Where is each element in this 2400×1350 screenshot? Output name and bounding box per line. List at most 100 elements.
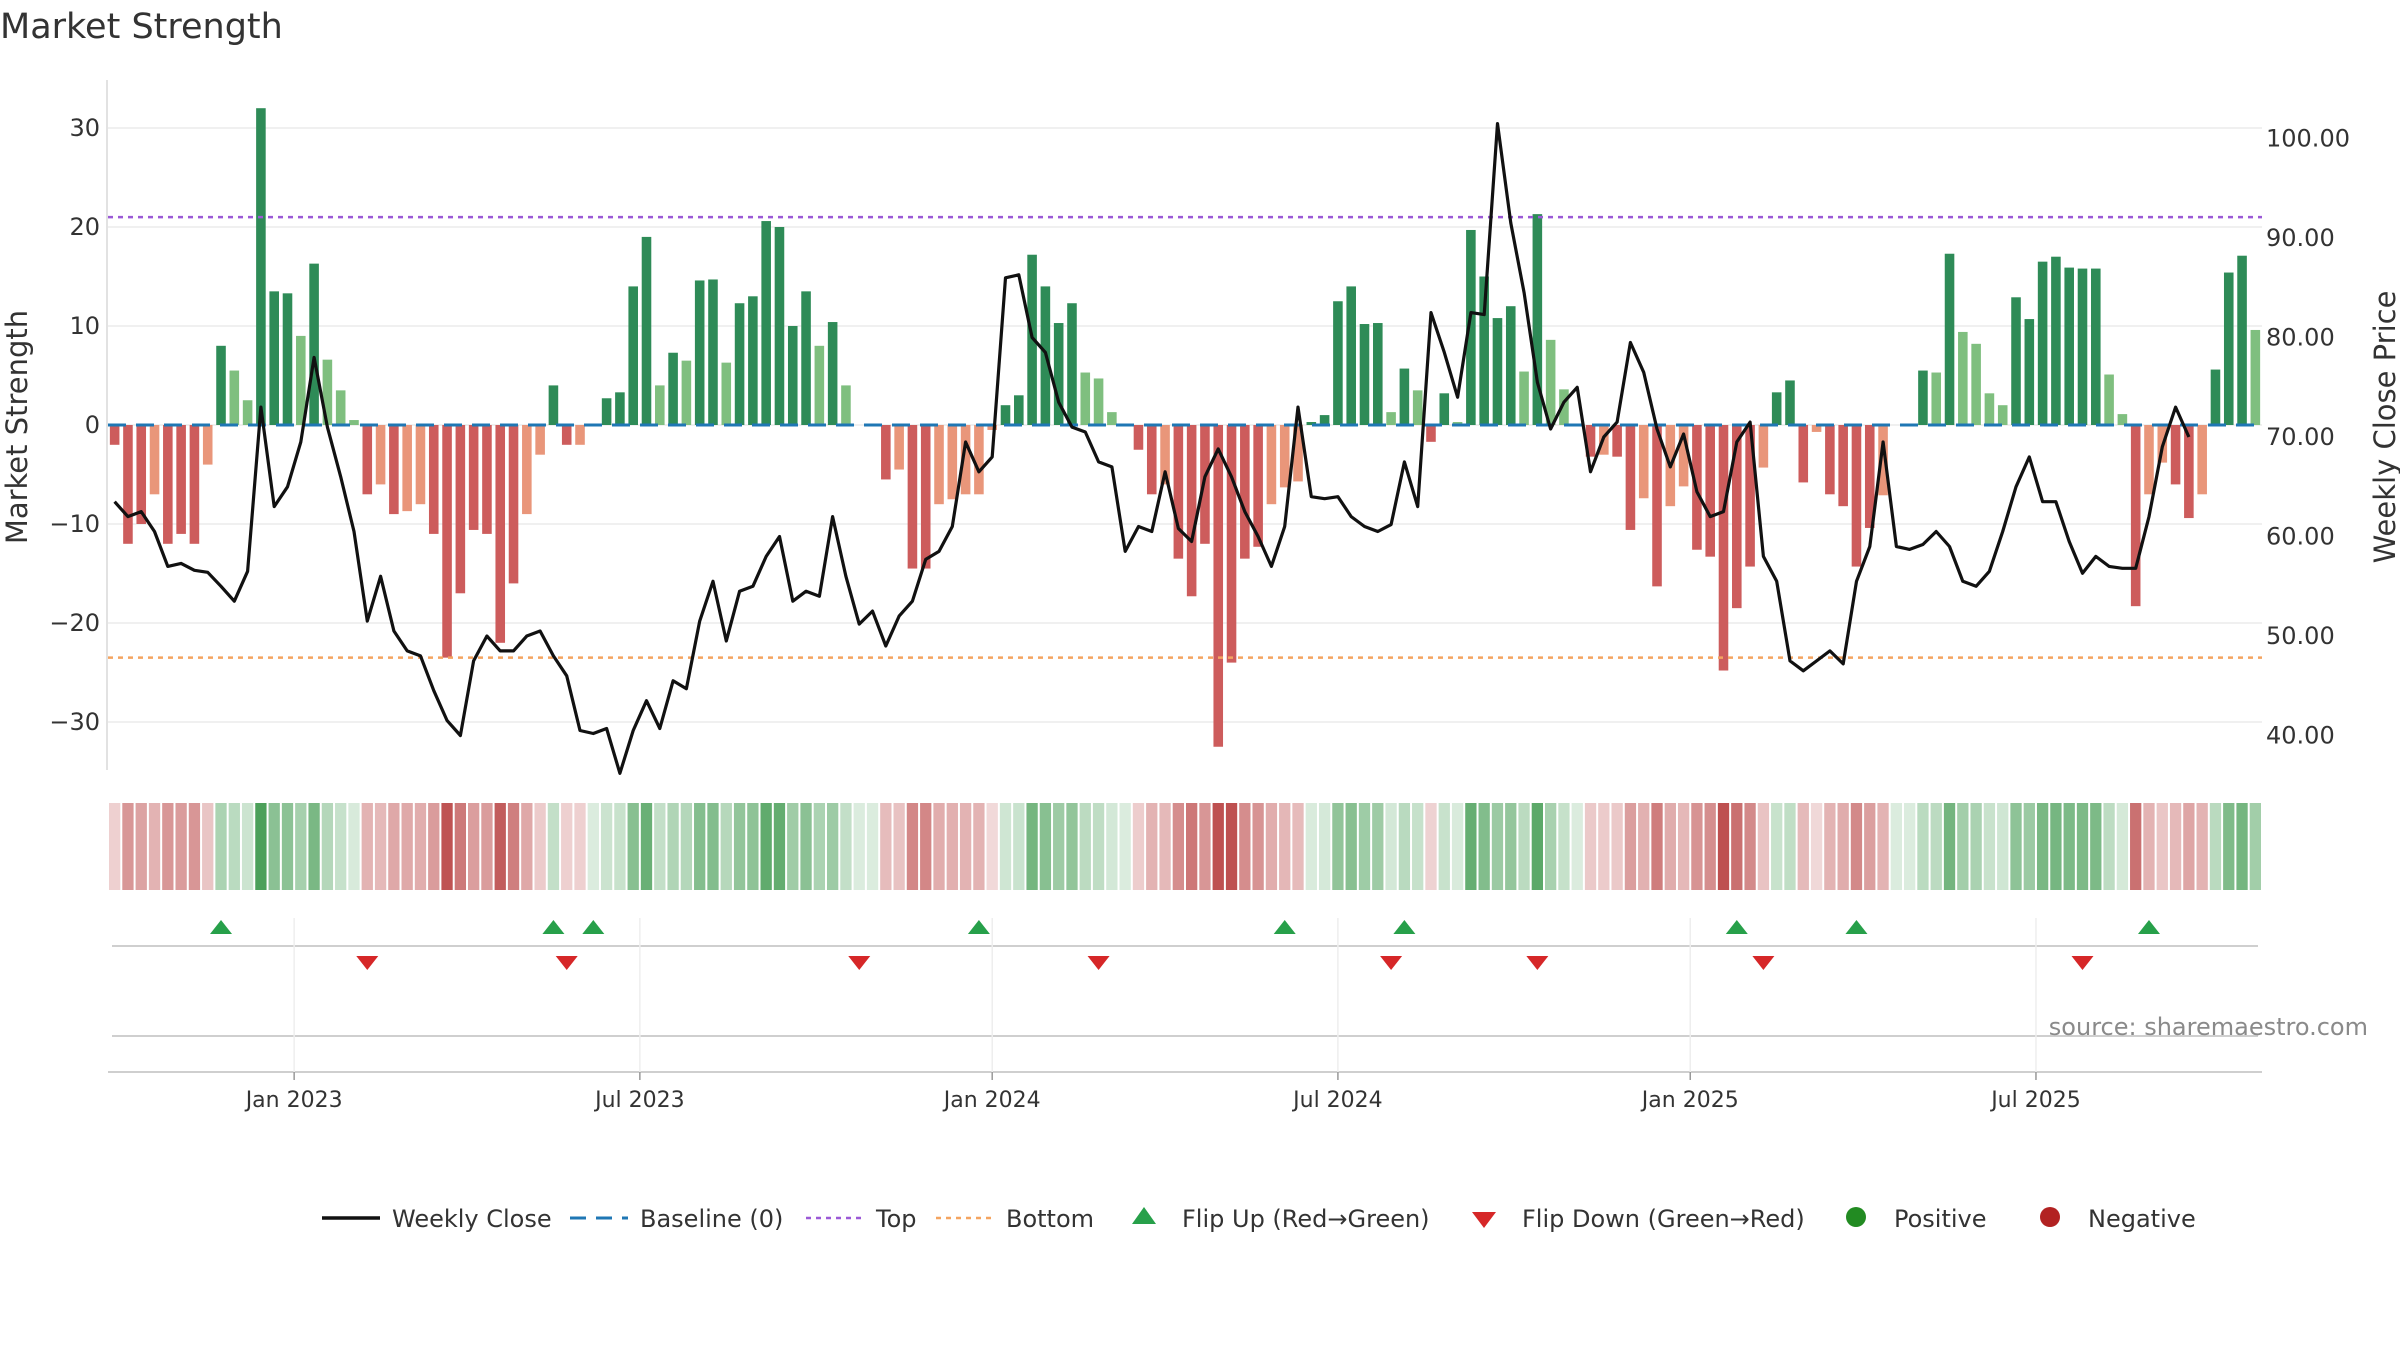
strength-bar bbox=[2144, 425, 2154, 495]
strength-bar bbox=[1080, 372, 1091, 425]
legend-item: Flip Up (Red→Green) bbox=[1132, 1205, 1430, 1233]
heat-cell bbox=[428, 803, 440, 890]
heat-cell bbox=[2023, 803, 2035, 890]
strength-bar bbox=[1585, 425, 1596, 457]
y2-tick-label: 100.00 bbox=[2266, 125, 2350, 153]
heat-cell bbox=[973, 803, 985, 890]
legend-triangle-down bbox=[1472, 1212, 1496, 1228]
heat-cell bbox=[1677, 803, 1690, 890]
strength-bar bbox=[109, 425, 120, 445]
heat-cell bbox=[335, 803, 347, 890]
strength-bar bbox=[2024, 319, 2035, 425]
y2-tick-label: 50.00 bbox=[2266, 622, 2335, 650]
strength-bar bbox=[389, 425, 399, 515]
strength-bar bbox=[176, 425, 186, 534]
strength-bar bbox=[1412, 390, 1423, 425]
heat-cell bbox=[1186, 803, 1198, 890]
y2-tick-label: 70.00 bbox=[2266, 423, 2335, 451]
heat-cell bbox=[800, 803, 812, 890]
flip-up-marker bbox=[967, 920, 990, 934]
strength-bar bbox=[1997, 405, 2008, 425]
x-tick-label: Jul 2023 bbox=[593, 1088, 685, 1113]
heat-cell bbox=[109, 803, 121, 890]
heat-cell bbox=[840, 803, 852, 890]
heat-cell bbox=[2116, 803, 2129, 890]
strength-bar bbox=[1279, 425, 1290, 488]
heat-cell bbox=[2010, 803, 2022, 890]
heat-cell bbox=[1478, 803, 1490, 890]
strength-bar bbox=[1519, 371, 1529, 425]
strength-bar bbox=[1559, 389, 1569, 425]
heat-cell bbox=[2169, 803, 2182, 890]
strength-bar bbox=[1718, 425, 1729, 671]
y-tick-label: −10 bbox=[49, 510, 100, 538]
heat-cell bbox=[1398, 803, 1411, 890]
strength-bar bbox=[1240, 425, 1250, 559]
heat-cell bbox=[694, 803, 706, 890]
heat-cell bbox=[255, 803, 267, 890]
strength-bar bbox=[1253, 425, 1263, 547]
legend-item: Weekly Close bbox=[322, 1205, 552, 1233]
heat-cell bbox=[2050, 803, 2062, 890]
flip-up-marker bbox=[542, 920, 565, 934]
heat-cell bbox=[627, 803, 639, 890]
strength-bar bbox=[641, 236, 652, 425]
strength-bar bbox=[189, 425, 200, 544]
strength-bar bbox=[1186, 425, 1197, 597]
y-tick-label: 10 bbox=[69, 312, 100, 340]
strength-bar bbox=[1545, 339, 1556, 425]
heat-cell bbox=[1345, 803, 1357, 890]
strength-bar bbox=[229, 370, 240, 425]
heat-cell bbox=[773, 803, 786, 890]
strength-bar bbox=[934, 425, 944, 505]
strength-bar bbox=[1067, 303, 1077, 425]
heat-cell bbox=[760, 803, 772, 890]
y2-tick-label: 90.00 bbox=[2266, 224, 2335, 252]
heat-cell bbox=[1039, 803, 1052, 890]
heat-cell bbox=[1451, 803, 1464, 890]
heat-cell bbox=[1983, 803, 1996, 890]
legend-circle-positive bbox=[1846, 1207, 1866, 1227]
x-tick-label: Jul 2025 bbox=[1989, 1088, 2081, 1113]
legend-label: Weekly Close bbox=[392, 1205, 552, 1233]
heat-cell bbox=[1199, 803, 1211, 890]
strength-bar bbox=[827, 322, 838, 425]
strength-bar bbox=[2104, 374, 2114, 425]
strength-bar bbox=[1971, 343, 1981, 425]
flip-up-marker bbox=[1725, 920, 1748, 934]
heat-cell bbox=[1651, 803, 1663, 890]
strength-bar bbox=[841, 385, 851, 425]
strength-bar bbox=[468, 425, 479, 530]
strength-bar bbox=[1333, 301, 1343, 425]
strength-bar bbox=[2091, 268, 2101, 425]
heat-cell bbox=[561, 803, 573, 890]
heat-cell bbox=[614, 803, 626, 890]
strength-bar bbox=[987, 425, 997, 430]
strength-bar bbox=[1213, 425, 1224, 747]
strength-bar bbox=[1359, 324, 1370, 425]
heat-cell bbox=[1106, 803, 1118, 890]
strength-bar bbox=[1492, 318, 1503, 425]
heat-cell bbox=[1332, 803, 1344, 890]
legend-item: Top bbox=[806, 1205, 917, 1233]
heat-cell bbox=[787, 803, 799, 890]
strength-bar bbox=[322, 359, 333, 425]
heat-cell bbox=[946, 803, 958, 890]
y2-tick-label: 60.00 bbox=[2266, 523, 2335, 551]
strength-bar bbox=[774, 227, 785, 425]
heat-cell bbox=[1239, 803, 1251, 890]
heat-cell bbox=[507, 803, 520, 890]
strength-bar bbox=[1825, 425, 1835, 495]
heat-cell bbox=[228, 803, 240, 890]
heat-cell bbox=[1026, 803, 1038, 890]
strength-bar bbox=[960, 425, 971, 495]
strength-bar bbox=[216, 345, 226, 425]
strength-bar bbox=[801, 291, 811, 425]
heat-cell bbox=[2223, 803, 2235, 890]
heat-cell bbox=[268, 803, 280, 890]
strength-bar bbox=[1399, 368, 1410, 425]
strength-bar bbox=[1838, 425, 1848, 507]
strength-bar bbox=[1373, 323, 1383, 425]
heat-cell bbox=[547, 803, 560, 890]
heat-cell bbox=[747, 803, 759, 890]
